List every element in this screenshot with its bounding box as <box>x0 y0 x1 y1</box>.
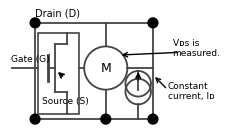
Circle shape <box>148 18 158 28</box>
Circle shape <box>30 114 40 124</box>
Text: Source (S): Source (S) <box>42 97 89 106</box>
Bar <box>38 33 79 114</box>
Circle shape <box>30 18 40 28</box>
Text: Drain (D): Drain (D) <box>35 9 80 19</box>
Text: Vᴅs is
measured.: Vᴅs is measured. <box>173 38 221 58</box>
Text: Constant
current, Iᴅ: Constant current, Iᴅ <box>168 82 214 101</box>
Text: M: M <box>100 62 111 74</box>
Circle shape <box>148 114 158 124</box>
Circle shape <box>101 114 111 124</box>
Text: Gate (G): Gate (G) <box>10 55 49 64</box>
